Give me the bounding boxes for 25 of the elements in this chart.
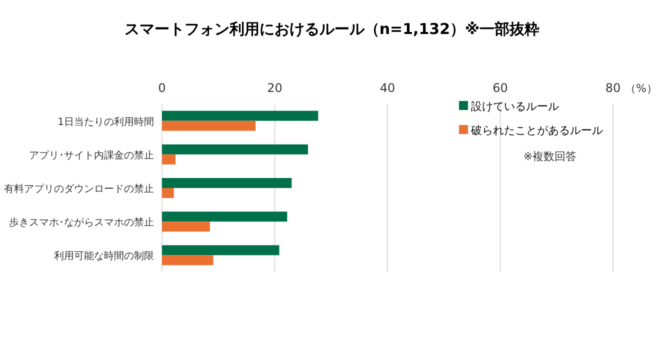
x-tick-label: 0	[158, 81, 166, 95]
x-tick-label: 20	[267, 81, 282, 95]
bar	[162, 188, 174, 198]
legend-label: 破られたことがあるルール	[470, 124, 603, 137]
y-tick-label: 歩きスマホ･ながらスマホの禁止	[9, 216, 154, 229]
bar	[162, 222, 210, 232]
bar	[162, 245, 280, 256]
x-axis-title: （%）	[625, 82, 658, 95]
y-tick-label: 有料アプリのダウンロードの禁止	[4, 183, 154, 195]
y-tick-label: アプリ･サイト内課金の禁止	[29, 149, 154, 162]
bar	[162, 178, 292, 188]
y-tick-label: 1日当たりの利用時間	[58, 116, 154, 128]
x-tick-label: 40	[380, 81, 396, 95]
y-tick-label: 利用可能な時間の制限	[54, 250, 154, 262]
x-tick-label: 60	[492, 81, 508, 95]
bar	[162, 212, 288, 222]
chart-title: スマートフォン利用におけるルール（n=1,132）※一部抜粋	[124, 20, 540, 38]
bar	[162, 144, 308, 154]
bar	[162, 154, 176, 164]
x-tick-label: 80	[605, 81, 621, 95]
bar	[162, 120, 256, 131]
bar	[162, 255, 214, 266]
legend-label: 設けているルール	[471, 100, 559, 113]
annotation: ※複数回答	[523, 150, 577, 163]
bar	[162, 110, 318, 121]
